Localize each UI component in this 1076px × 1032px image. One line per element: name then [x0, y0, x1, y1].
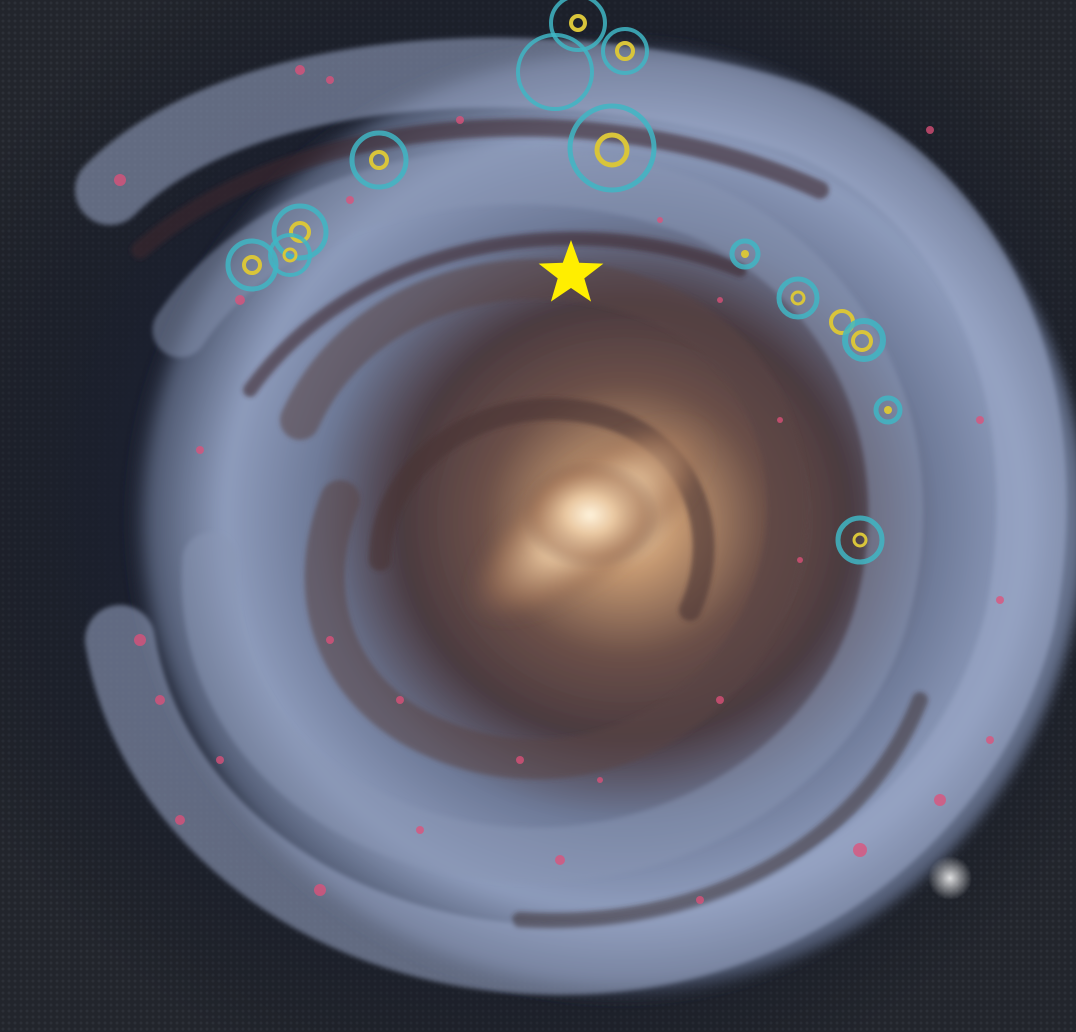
star-forming-regions [114, 65, 1004, 904]
circle-marker-icon [729, 238, 761, 270]
circle-marker-icon [842, 318, 886, 362]
circle-marker-icon [835, 515, 885, 565]
circle-marker-icon [776, 276, 820, 320]
circle-marker-icon [225, 238, 279, 292]
galactic-core [520, 460, 660, 570]
satellite-glow [928, 856, 972, 900]
cluster-markers [225, 0, 903, 565]
circle-marker-icon [271, 203, 329, 261]
circle-marker-icon [516, 33, 594, 111]
circle-marker-icon [601, 27, 649, 75]
circle-marker-icon [268, 233, 312, 277]
circle-marker-icon [349, 130, 409, 190]
star-icon [538, 240, 604, 302]
spiral-arms [75, 37, 1067, 996]
circle-marker-icon [873, 395, 903, 425]
circle-marker-icon [549, 0, 607, 52]
circle-marker-icon [567, 103, 657, 193]
